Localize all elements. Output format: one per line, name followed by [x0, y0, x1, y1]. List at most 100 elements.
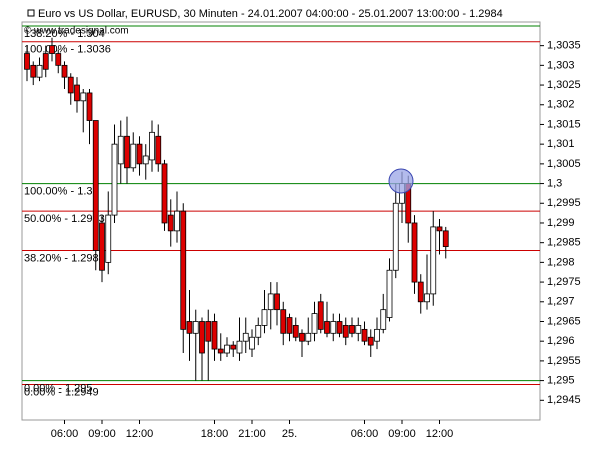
- candle-body: [55, 53, 62, 66]
- y-tick-label: 1,2965: [547, 315, 581, 327]
- candle-body: [130, 143, 137, 169]
- candle-body: [355, 325, 362, 334]
- candle-body: [24, 53, 30, 70]
- candle-body: [136, 143, 143, 165]
- watermark: © www.tradesignal.com: [24, 26, 129, 37]
- y-tick-label: 1,3035: [547, 40, 581, 52]
- candle-body: [311, 313, 318, 334]
- x-tick-label: 12:00: [426, 428, 454, 440]
- x-tick-label: 25.: [282, 428, 297, 440]
- candle-body: [442, 230, 449, 248]
- level-label: 100.00% - 1.3: [24, 185, 93, 197]
- candle-body: [374, 328, 380, 342]
- candle-body: [299, 332, 305, 342]
- level-label: 50.00% - 1.2993: [24, 213, 105, 225]
- y-tick-label: 1,297: [547, 296, 575, 308]
- y-tick-label: 1,302: [547, 99, 575, 111]
- y-tick-label: 1,295: [547, 375, 575, 387]
- candle-body: [361, 328, 368, 342]
- candle-body: [261, 309, 268, 326]
- marker: [388, 168, 414, 194]
- candle-body: [330, 321, 337, 334]
- candles: [24, 37, 449, 381]
- candle-body: [280, 309, 287, 334]
- candle-body: [161, 163, 168, 224]
- y-tick-label: 1,301: [547, 138, 575, 150]
- candle-body: [92, 120, 99, 251]
- candle-body: [149, 131, 155, 161]
- x-tick-label: 21:00: [238, 428, 266, 440]
- candle-body: [36, 64, 43, 78]
- candle-body: [367, 336, 374, 346]
- candle-body: [174, 210, 180, 232]
- candle-body: [111, 143, 118, 216]
- y-tick-label: 1,3015: [547, 118, 581, 130]
- candle-body: [324, 321, 330, 334]
- candle-body: [436, 226, 443, 232]
- candle-body: [155, 135, 162, 165]
- title-icon: [27, 9, 35, 17]
- candle-body: [74, 84, 80, 102]
- candle-body: [305, 332, 312, 342]
- candle-body: [292, 325, 299, 338]
- candle-body: [124, 135, 130, 169]
- level-label: 0.00% - 1.2949: [24, 386, 99, 398]
- candle-body: [255, 325, 262, 338]
- candle-body: [49, 45, 55, 54]
- level-label: 38.20% - 1.2983: [24, 252, 105, 264]
- candle-body: [230, 344, 237, 350]
- candle-body: [192, 321, 199, 334]
- y-tick-label: 1,2955: [547, 355, 581, 367]
- y-tick-label: 1,298: [547, 256, 575, 268]
- candle-body: [167, 214, 174, 232]
- candle-body: [186, 321, 193, 334]
- candle-body: [411, 222, 418, 283]
- x-tick-label: 09:00: [388, 428, 416, 440]
- candle-body: [317, 301, 324, 330]
- candle-body: [430, 226, 437, 295]
- y-tick-label: 1,303: [547, 59, 575, 71]
- level-label: 138.20% - 1.304: [24, 28, 105, 40]
- candle-body: [236, 340, 243, 354]
- candle-body: [424, 293, 430, 303]
- x-tick-label: 12:00: [126, 428, 154, 440]
- level-label: 0.00% - 1.295: [24, 383, 93, 395]
- candle-body: [205, 321, 212, 342]
- y-tick-label: 1,3025: [547, 79, 581, 91]
- candle-body: [342, 325, 349, 338]
- x-tick-label: 06:00: [51, 428, 79, 440]
- level-label: 100.00% - 1.3036: [24, 44, 111, 56]
- candle-body: [417, 281, 424, 303]
- candle-body: [217, 348, 224, 354]
- y-tick-label: 1,3005: [547, 158, 581, 170]
- candle-body: [30, 64, 37, 78]
- candle-body: [105, 214, 112, 263]
- candle-body: [386, 269, 393, 318]
- candle-body: [80, 92, 87, 102]
- candle-body: [117, 135, 124, 165]
- candle-body: [392, 202, 399, 271]
- candle-body: [249, 336, 255, 350]
- x-tick-label: 18:00: [201, 428, 229, 440]
- candle-body: [211, 321, 218, 350]
- candle-body: [142, 155, 149, 165]
- candle-body: [199, 321, 205, 354]
- x-tick-label: 06:00: [351, 428, 379, 440]
- chart-title: Euro vs US Dollar, EURUSD, 30 Minuten - …: [38, 8, 503, 20]
- candle-body: [267, 293, 274, 311]
- y-tick-label: 1,2995: [547, 197, 581, 209]
- candle-body: [242, 332, 249, 342]
- y-tick-label: 1,296: [547, 335, 575, 347]
- candle-body: [380, 309, 387, 330]
- candle-body: [274, 293, 280, 311]
- candle-body: [42, 53, 49, 70]
- candle-body: [99, 222, 105, 271]
- y-tick-label: 1,2985: [547, 237, 581, 249]
- y-tick-label: 1,299: [547, 217, 575, 229]
- axes: 1,2945 1,295 1,2955 1,296 1,2965 1,297 1,2975 1…: [51, 40, 581, 440]
- y-tick-label: 1,2945: [547, 394, 581, 406]
- candle-body: [61, 64, 68, 78]
- candle-body: [286, 317, 293, 334]
